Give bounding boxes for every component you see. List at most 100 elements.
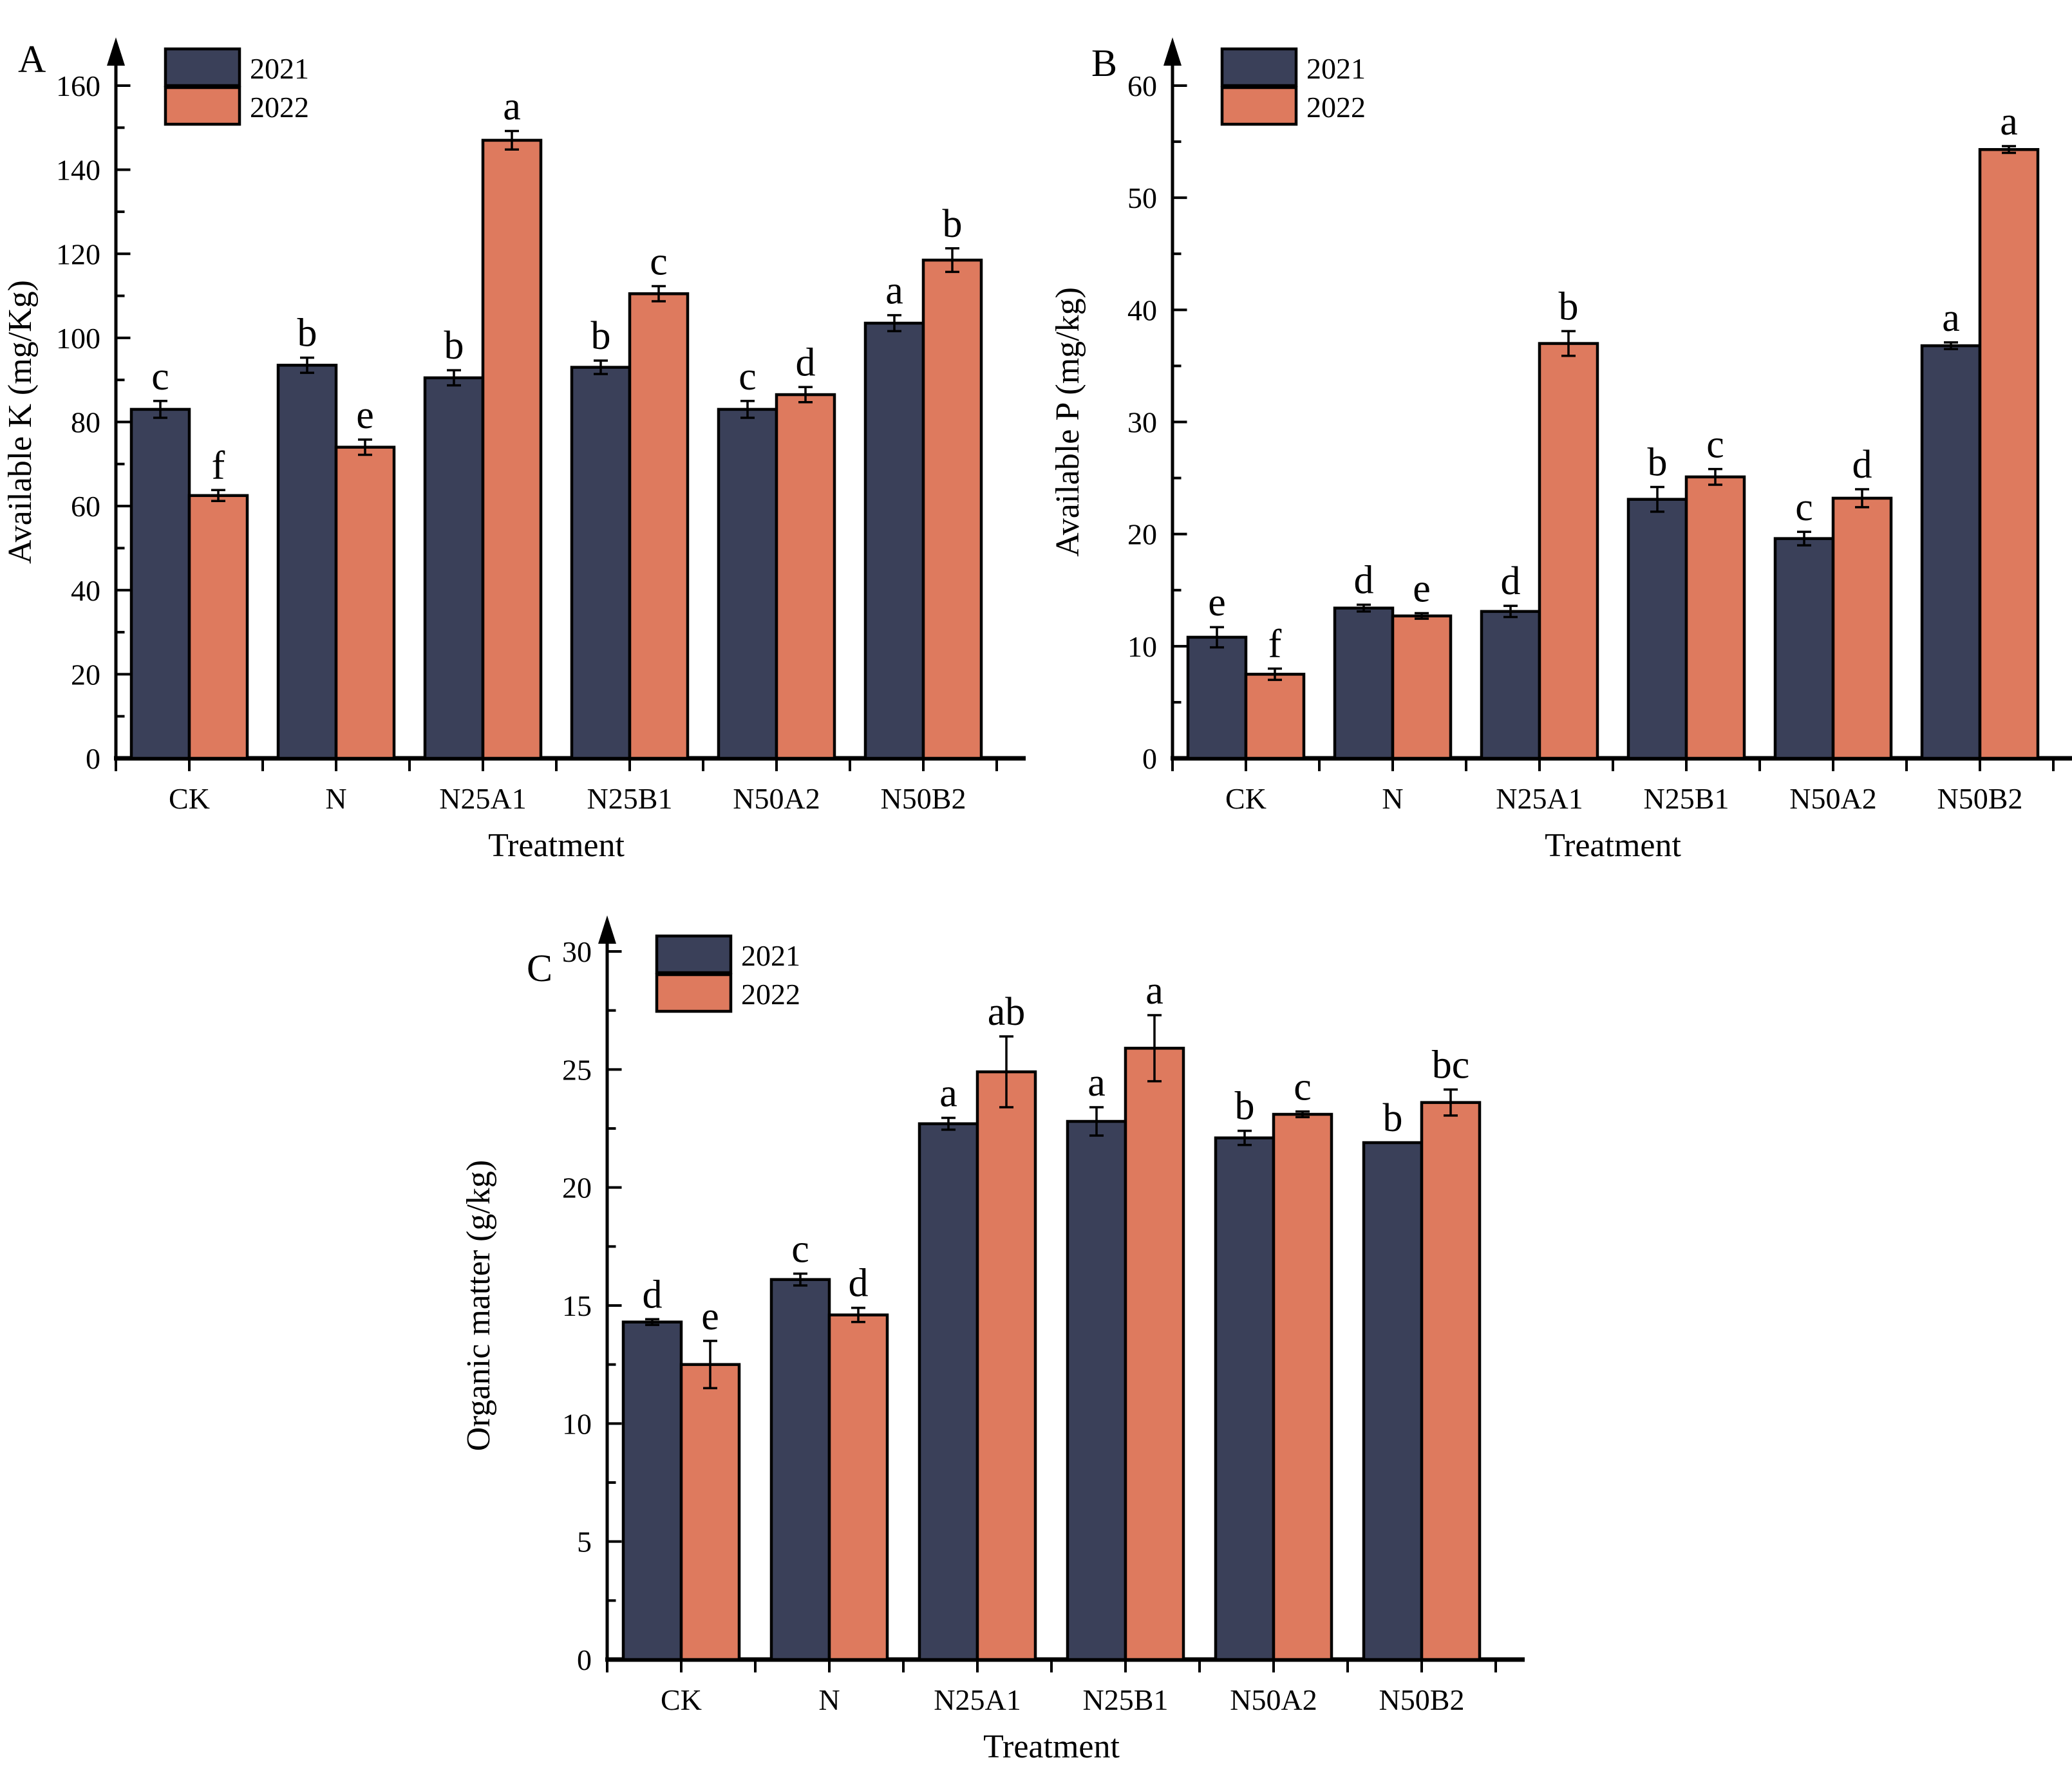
y-axis-arrow-icon [1163,37,1182,66]
category-label-n50b2: N50B2 [881,782,966,815]
category-label-n50a2: N50A2 [1230,1683,1317,1716]
legend-label-2021: 2021 [250,52,309,85]
category-label-n25a1: N25A1 [934,1683,1021,1716]
bar-n25a1-2021 [918,1122,979,1661]
y-tick-label: 30 [1127,406,1157,439]
chart-b-available-p: 0 10 20 30 40 50 60 CK N N25A1 N25B1 N50A2 N50B2 Trea… [1050,37,2072,864]
y-tick-label: 40 [1127,294,1157,326]
sig-letter-n-2021: b [297,312,317,355]
x-axis-title: Treatment [1545,827,1681,864]
y-tick-label: 20 [71,658,100,691]
y-tick-label: 0 [86,742,100,775]
y-axis-title: Available K (mg/Kg) [2,280,39,564]
y-tick-label: 30 [562,935,592,968]
sig-letter-n-2022: d [849,1262,869,1306]
y-tick-label: 0 [1142,742,1157,775]
category-label-ck: CK [1225,782,1267,815]
sig-letter-n50b2-2022: b [943,202,963,246]
y-axis-arrow-icon [107,37,125,66]
category-label-n50a2: N50A2 [1789,782,1876,815]
panel-label-a: A [18,38,46,80]
sig-letter-n25b1-2021: b [1648,441,1668,485]
category-label-n25a1: N25A1 [439,782,526,815]
bar-n50a2-2021 [717,407,778,760]
sig-letter-n25b1-2022: c [650,240,668,284]
legend-swatch-2021 [655,934,733,975]
category-label-n25a1: N25A1 [1496,782,1583,815]
y-tick-label: 160 [56,70,100,102]
bar-n50b2-2021 [1920,344,1982,760]
category-label-ck: CK [169,782,210,815]
sig-letter-n50a2-2021: c [739,355,757,398]
y-tick-label: 60 [1127,70,1157,102]
sig-letter-n25b1-2021: a [1088,1061,1106,1105]
y-tick-label: 40 [71,574,100,607]
chart-c-organic-matter: 0 5 10 15 20 25 30 CK N N25A1 N25B1 N50A2 N50B2 Treat… [460,915,1525,1765]
category-label-ck: CK [661,1683,702,1716]
sig-letter-n50a2-2022: c [1294,1065,1312,1109]
category-label-n25b1: N25B1 [1644,782,1729,815]
bar-n25b1-2022 [628,292,690,760]
sig-letter-n25b1-2022: c [1706,423,1724,467]
bar-n50a2-2022 [1831,496,1893,760]
category-label-n: N [818,1683,840,1716]
y-tick-label: 25 [562,1053,592,1086]
legend-label-2022: 2022 [250,91,309,124]
sig-letter-ck-2022: f [1268,622,1282,666]
sig-letter-n-2021: c [791,1228,809,1271]
legend-swatch-2022 [164,86,241,126]
sig-letter-n50b2-2022: a [2000,100,2018,144]
sig-letter-n25a1-2022: ab [988,990,1026,1034]
category-label-n50b2: N50B2 [1937,782,2023,815]
bar-n25a1-2021 [1480,610,1541,760]
legend-swatch-2021 [1220,47,1298,88]
sig-letter-n50a2-2022: d [796,341,816,384]
bar-n25a1-2022 [1538,342,1599,760]
chart-a-available-k: 0 20 40 60 80 100 120 140 160 CK N N25A1 N25B1 N50A2 N… [2,37,1026,864]
sig-letter-n25a1-2022: a [503,85,521,129]
category-label-n25b1: N25B1 [587,782,673,815]
sig-letter-ck-2022: e [701,1295,719,1338]
sig-letter-n25a1-2021: b [444,324,464,368]
sig-letter-n25a1-2022: b [1559,285,1579,328]
y-tick-label: 80 [71,406,100,439]
panel-b: 0 10 20 30 40 50 60 CK N N25A1 N25B1 N50A2 N50B2 Trea… [1036,0,2072,885]
x-axis-title: Treatment [983,1728,1120,1765]
y-tick-label: 120 [56,238,100,270]
category-label-n: N [1382,782,1403,815]
bar-n-2022 [1391,614,1453,760]
y-tick-label: 50 [1127,182,1157,214]
category-label-n25b1: N25B1 [1083,1683,1169,1716]
legend-swatch-2022 [1220,86,1298,126]
y-tick-label: 100 [56,322,100,355]
bar-n50b2-2022 [921,258,983,760]
sig-letter-n50a2-2021: c [1795,485,1813,529]
bar-n25a1-2022 [481,138,543,760]
sig-letter-n-2021: d [1354,558,1374,602]
category-label-n: N [325,782,346,815]
bar-n50b2-2021 [863,321,925,760]
y-tick-label: 10 [562,1407,592,1440]
bar-n-2021 [769,1278,831,1661]
panel-label-c: C [527,947,552,989]
bar-n50a2-2021 [1214,1136,1276,1661]
category-label-n50b2: N50B2 [1379,1683,1465,1716]
panel-label-b: B [1091,42,1117,84]
sig-letter-n25b1-2022: a [1145,969,1163,1013]
x-axis-title: Treatment [488,827,625,864]
category-label-n50a2: N50A2 [733,782,820,815]
bar-n25a1-2021 [423,376,485,760]
bar-n25b1-2021 [1066,1119,1127,1661]
y-tick-label: 20 [562,1172,592,1204]
bar-ck-2021 [1186,635,1248,760]
y-tick-label: 20 [1127,518,1157,551]
legend-label-2022: 2022 [1306,91,1366,124]
y-tick-label: 140 [56,154,100,187]
y-tick-label: 0 [577,1643,592,1676]
legend-label-2021: 2021 [741,939,800,972]
sig-letter-ck-2021: e [1208,581,1226,624]
y-tick-label: 15 [562,1289,592,1322]
bar-n25b1-2022 [1124,1047,1185,1661]
bar-n25b1-2021 [1626,498,1688,760]
